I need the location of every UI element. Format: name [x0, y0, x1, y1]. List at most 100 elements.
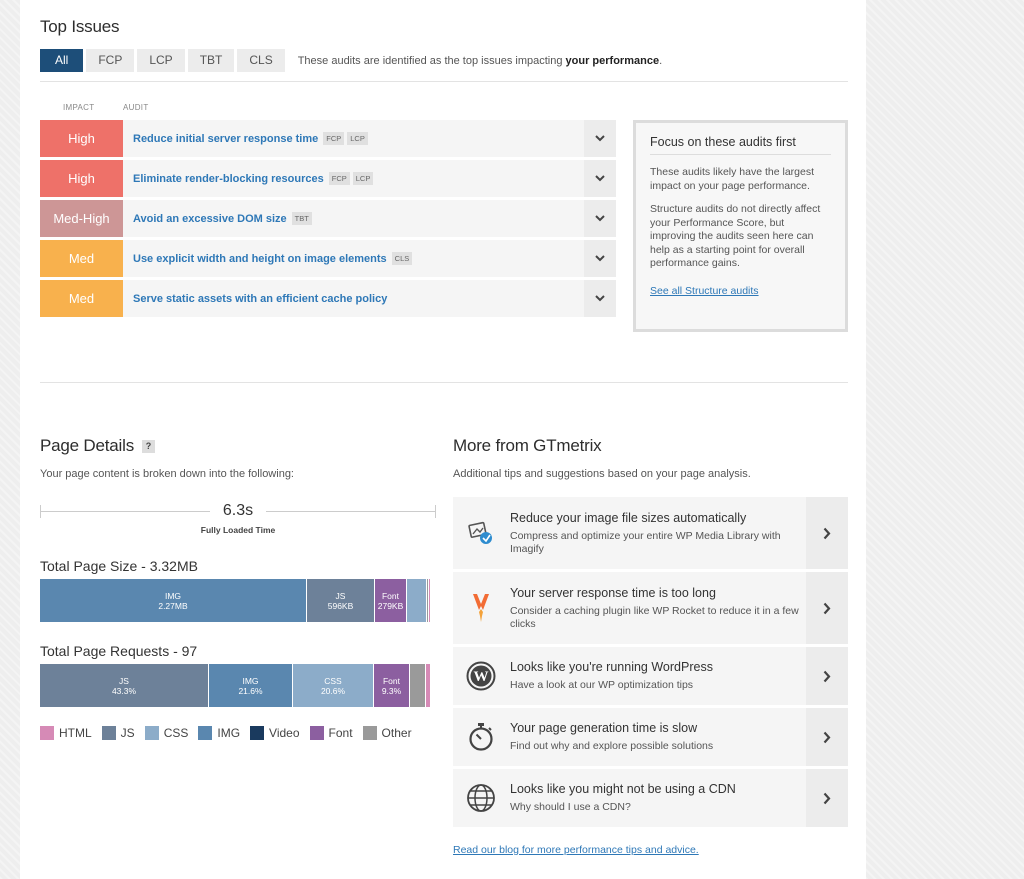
chevron-right-icon: [823, 670, 831, 682]
bar-segment-value: 279KB: [377, 600, 404, 611]
bar-segment-other: [427, 579, 429, 622]
report-page: Top Issues All FCP LCP TBT CLS These aud…: [20, 0, 866, 879]
audit-name[interactable]: Avoid an excessive DOM size TBT: [123, 200, 584, 237]
tip-heading: Your page generation time is slow: [510, 721, 698, 735]
more-gtmetrix-title: More from GTmetrix: [453, 436, 602, 455]
bar-segment-value: 9.3%: [381, 685, 402, 696]
bar-segment-css: CSS 20.6%: [293, 664, 374, 707]
more-gtmetrix-subtitle: Additional tips and suggestions based on…: [453, 468, 751, 480]
blog-link[interactable]: Read our blog for more performance tips …: [453, 844, 699, 856]
metric-tag: FCP: [323, 132, 345, 145]
audit-row[interactable]: High Reduce initial server response time…: [40, 120, 616, 157]
expand-button[interactable]: [584, 240, 616, 277]
legend-swatch: [309, 726, 324, 740]
focus-panel-text: Structure audits do not directly affect …: [650, 203, 821, 269]
impact-badge: Med: [40, 280, 123, 317]
tip-text: Your server response time is too long Co…: [508, 572, 806, 644]
bar-segment-html: [426, 664, 431, 707]
tip-open-button[interactable]: [806, 572, 848, 644]
tip-open-button[interactable]: [806, 647, 848, 705]
bar-segment-label: CSS: [324, 675, 342, 686]
tip-item[interactable]: Your server response time is too long Co…: [453, 572, 848, 644]
tip-item[interactable]: Reduce your image file sizes automatical…: [453, 497, 848, 569]
tip-open-button[interactable]: [806, 769, 848, 827]
chevron-right-icon: [823, 602, 831, 614]
legend-item-video: Video: [250, 726, 300, 740]
page-details-subtitle: Your page content is broken down into th…: [40, 468, 294, 480]
impact-badge: High: [40, 160, 123, 197]
audit-name[interactable]: Eliminate render-blocking resources FCP LC…: [123, 160, 584, 197]
audit-list: High Reduce initial server response time…: [40, 120, 616, 320]
legend-label: CSS: [163, 726, 189, 740]
impact-badge: Med-High: [40, 200, 123, 237]
bar-segment-font: Font 9.3%: [374, 664, 410, 707]
metric-tag: TBT: [291, 212, 312, 225]
tip-item[interactable]: W Looks like you're running WordPress Ha…: [453, 647, 848, 705]
audit-name[interactable]: Serve static assets with an efficient ca…: [123, 280, 584, 317]
filter-tab-fcp[interactable]: FCP: [86, 49, 135, 72]
legend-item-other: Other: [362, 726, 412, 740]
legend-item-font: Font: [309, 726, 353, 740]
chevron-down-icon: [595, 135, 605, 142]
top-issues-title: Top Issues: [40, 17, 120, 36]
bar-segment-label: JS: [335, 590, 346, 601]
tip-text: Looks like you're running WordPress Have…: [508, 647, 806, 705]
expand-button[interactable]: [584, 120, 616, 157]
page-requests-title: Total Page Requests - 97: [40, 643, 198, 659]
bar-segment-value: 21.6%: [238, 685, 263, 696]
filter-tab-tbt[interactable]: TBT: [187, 49, 235, 72]
tip-item[interactable]: Looks like you might not be using a CDN …: [453, 769, 848, 827]
audit-name-text: Use explicit width and height on image e…: [133, 252, 387, 265]
bar-segment-other: [410, 664, 426, 707]
tip-text: Looks like you might not be using a CDN …: [508, 769, 806, 827]
legend-label: Other: [381, 726, 412, 740]
bar-segment-value: 596KB: [327, 600, 354, 611]
audit-filter-bar: All FCP LCP TBT CLS These audits are ide…: [40, 49, 662, 72]
audit-row[interactable]: Med Serve static assets with an efficien…: [40, 280, 616, 317]
tip-heading: Looks like you might not be using a CDN: [510, 782, 736, 796]
structure-audits-link[interactable]: See all Structure audits: [650, 284, 759, 297]
fully-loaded-label: Fully Loaded Time: [200, 525, 276, 535]
filter-tab-lcp[interactable]: LCP: [137, 49, 185, 72]
help-icon[interactable]: ?: [142, 439, 155, 453]
expand-button[interactable]: [584, 280, 616, 317]
timeline-line: [40, 511, 210, 512]
tip-open-button[interactable]: [806, 708, 848, 766]
metric-tag: LCP: [347, 132, 368, 145]
tip-item[interactable]: Your page generation time is slow Find o…: [453, 708, 848, 766]
audit-name[interactable]: Reduce initial server response time FCP LC…: [123, 120, 584, 157]
expand-button[interactable]: [584, 200, 616, 237]
tip-heading: Looks like you're running WordPress: [510, 660, 713, 674]
expand-button[interactable]: [584, 160, 616, 197]
audit-name[interactable]: Use explicit width and height on image e…: [123, 240, 584, 277]
tip-heading: Your server response time is too long: [510, 585, 716, 600]
filter-tab-all[interactable]: All: [40, 49, 84, 72]
audit-row[interactable]: High Eliminate render-blocking resources…: [40, 160, 616, 197]
bar-segment-label: IMG: [164, 590, 182, 601]
divider: [40, 382, 848, 383]
audit-row[interactable]: Med Use explicit width and height on ima…: [40, 240, 616, 277]
bar-segment-img: IMG 2.27MB: [40, 579, 307, 622]
legend-item-css: CSS: [144, 726, 189, 740]
legend-label: Font: [328, 726, 353, 740]
bar-segment-label: JS: [119, 675, 129, 686]
audit-row[interactable]: Med-High Avoid an excessive DOM size TBT: [40, 200, 616, 237]
filter-tab-cls[interactable]: CLS: [237, 49, 285, 72]
column-header-audit: AUDIT: [123, 103, 149, 112]
bar-segment-js: JS 596KB: [307, 579, 375, 622]
tip-text: Reduce your image file sizes automatical…: [508, 497, 806, 569]
legend-swatch: [362, 726, 377, 740]
divider: [40, 81, 848, 82]
page-size-bar: IMG 2.27MB JS 596KB Font 279KB: [40, 579, 431, 622]
legend-label: Video: [269, 726, 300, 740]
page-details-title: Page Details: [40, 436, 134, 455]
tip-description: Consider a caching plugin like WP Rocket…: [510, 604, 799, 630]
tip-description: Why should I use a CDN?: [510, 801, 631, 813]
content-type-legend: HTML JS CSS IMG Video Font Other: [40, 726, 422, 740]
bar-segment-value: 20.6%: [320, 685, 346, 696]
wordpress-icon: W: [453, 647, 508, 705]
tip-open-button[interactable]: [806, 497, 848, 569]
timeline-line: [266, 511, 436, 512]
chevron-down-icon: [595, 175, 605, 182]
legend-label: IMG: [217, 726, 241, 740]
